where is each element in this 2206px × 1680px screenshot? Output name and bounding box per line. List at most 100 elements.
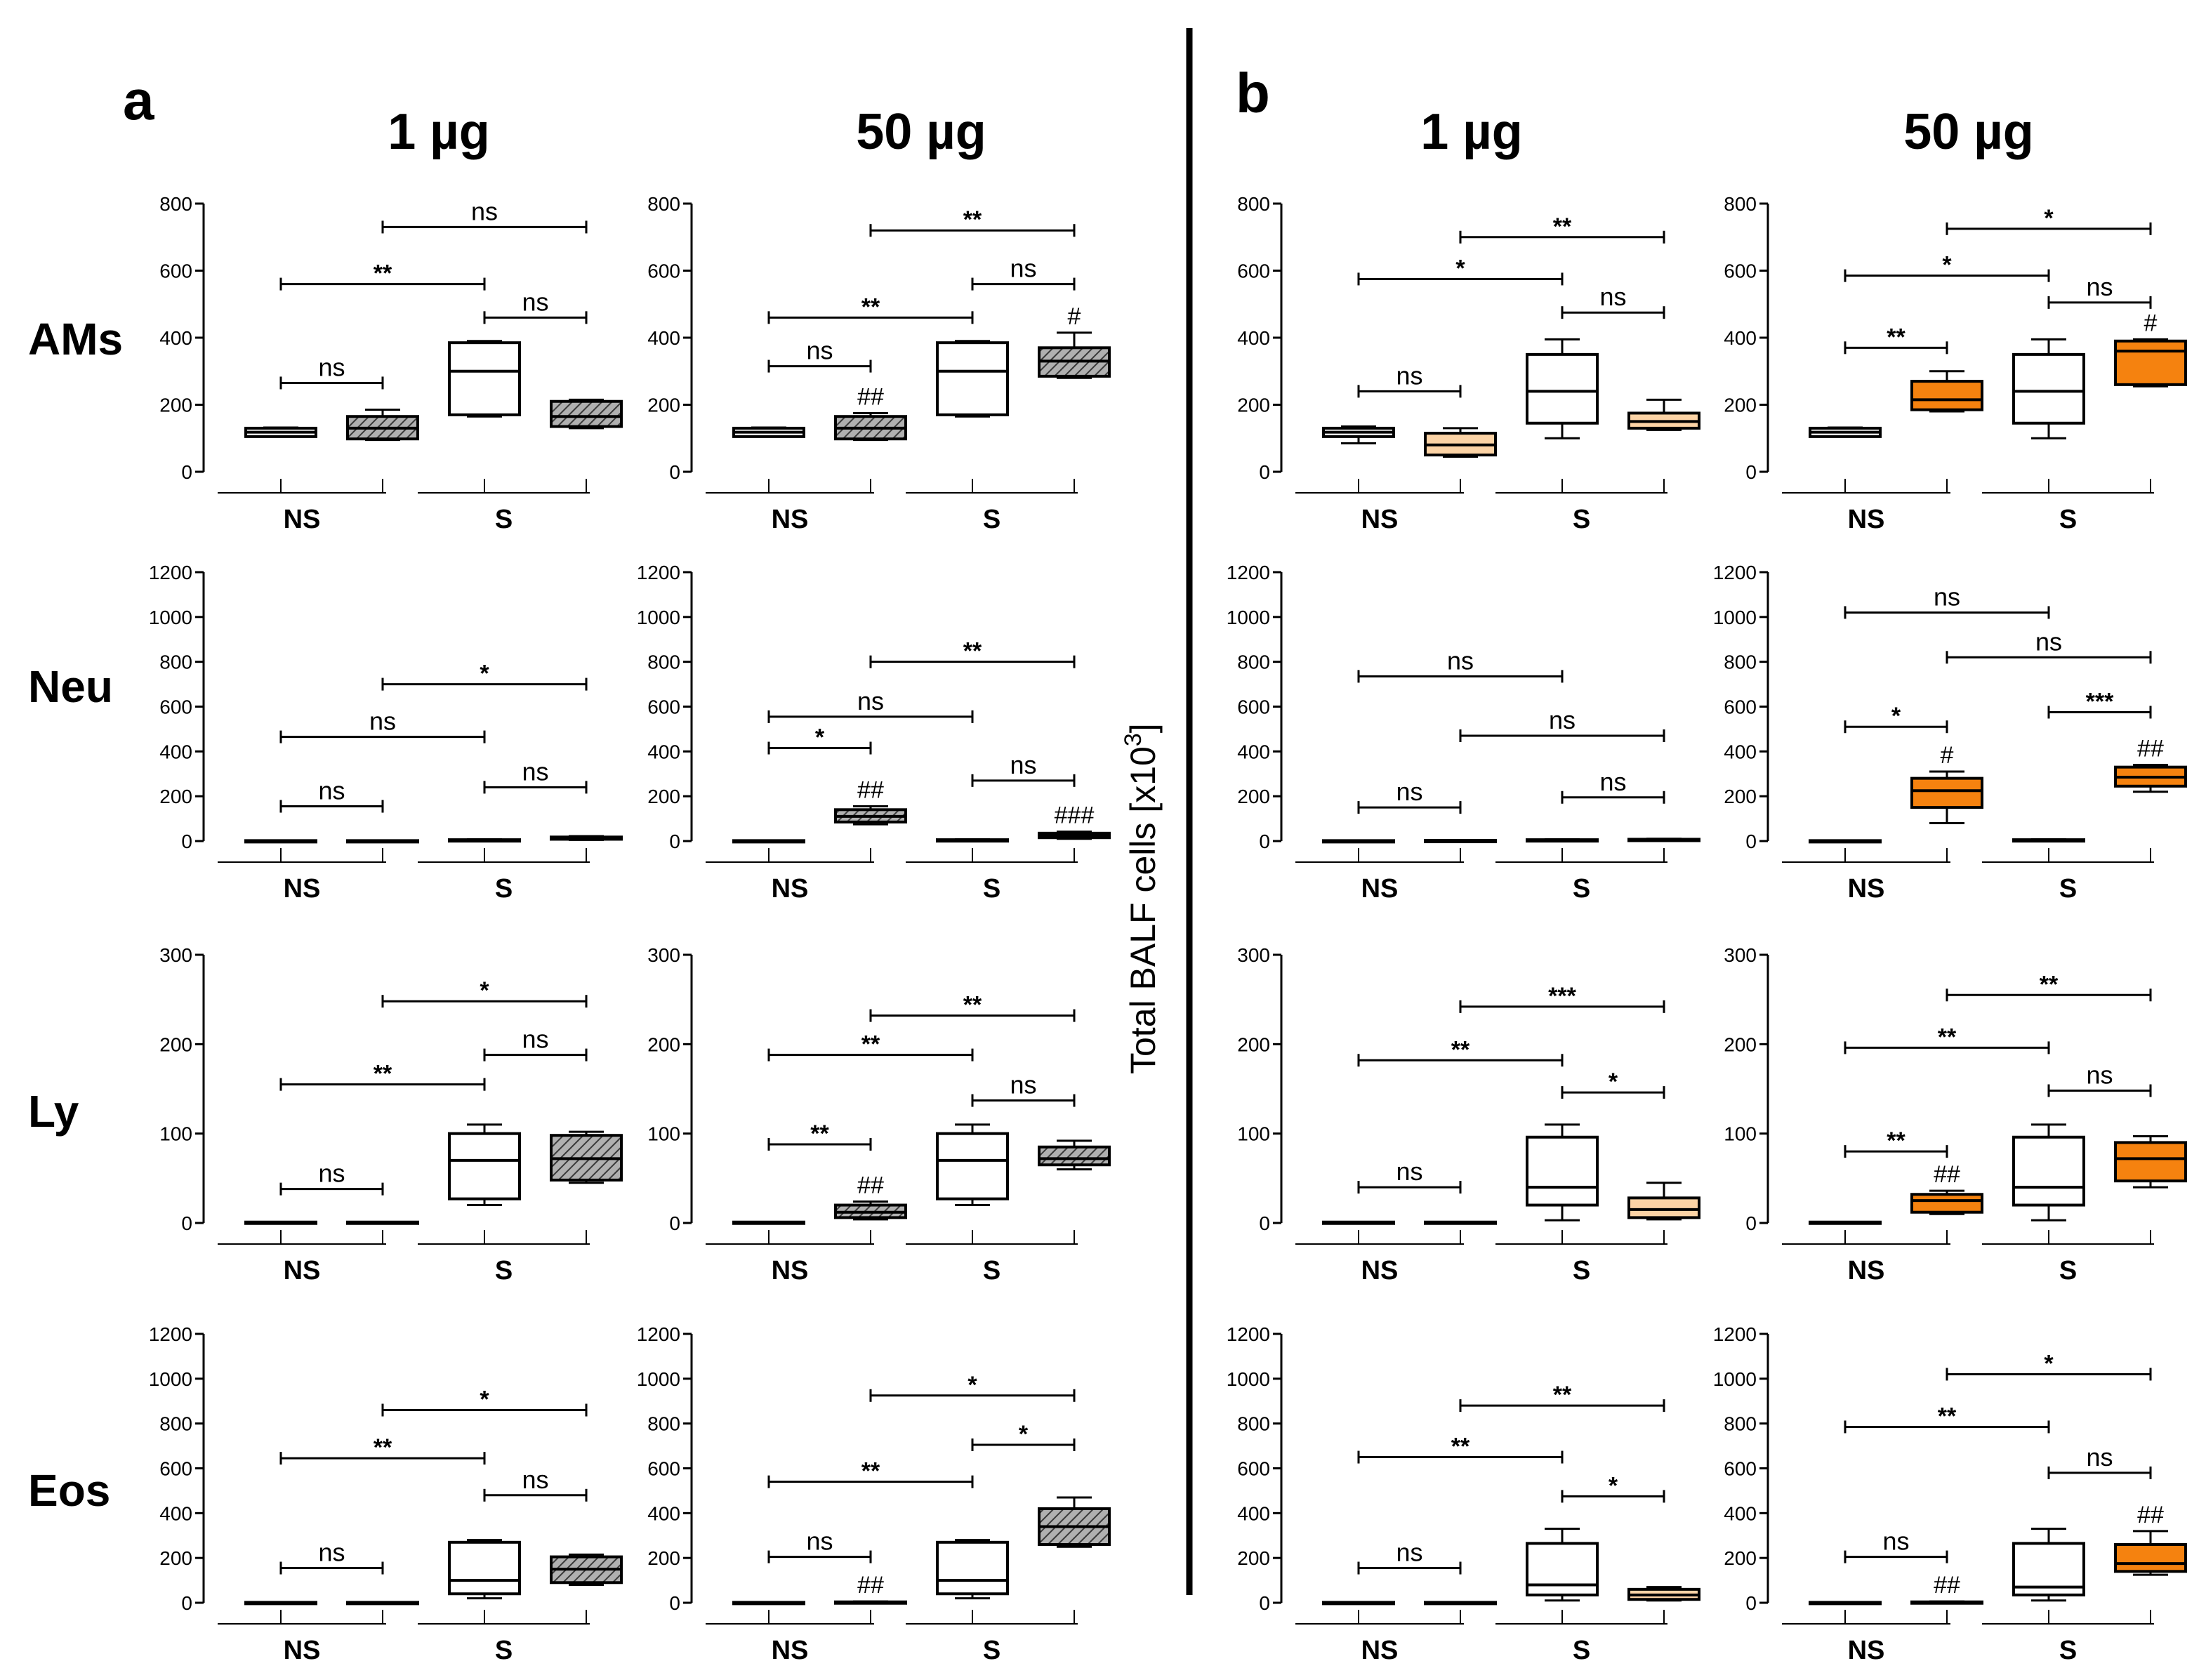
- y-tick-label: 800: [1237, 652, 1270, 673]
- comparison-label: ns: [1447, 646, 1474, 675]
- y-tick-label: 200: [647, 786, 680, 807]
- comparison-label: *: [480, 977, 489, 1004]
- y-tick-label: 1200: [149, 562, 192, 583]
- y-tick-label: 200: [159, 395, 192, 416]
- group-label-ns: NS: [1848, 1636, 1885, 1665]
- y-tick-label: 1200: [149, 1323, 192, 1345]
- box-3: [936, 1132, 1009, 1201]
- row-label-eos: Eos: [28, 1465, 110, 1516]
- y-tick-label: 1200: [1227, 1323, 1270, 1345]
- y-tick-label: 300: [159, 944, 192, 966]
- y-tick-label: 600: [159, 1458, 192, 1480]
- y-tick-label: 600: [647, 1458, 680, 1480]
- comparison-label: ns: [522, 1025, 548, 1054]
- box-3: [1526, 1542, 1599, 1596]
- comparison-label: ns: [1396, 1538, 1422, 1567]
- significance-marker: ##: [857, 1572, 884, 1599]
- y-tick-label: 0: [669, 1592, 680, 1614]
- y-tick-label: 200: [1724, 786, 1757, 807]
- y-tick-label: 300: [1237, 944, 1270, 966]
- dose-label-b-50ug: 50 µg: [1903, 104, 2034, 160]
- group-label-ns: NS: [1848, 874, 1885, 904]
- y-tick-label: 1000: [637, 607, 680, 628]
- comparison-label: ns: [471, 197, 498, 225]
- comparison-label: ns: [522, 1465, 548, 1494]
- y-tick-label: 600: [159, 696, 192, 718]
- y-tick-label: 400: [1237, 741, 1270, 762]
- comparison-label: *: [2044, 205, 2054, 232]
- y-tick-label: 200: [1237, 786, 1270, 807]
- y-tick-label: 400: [159, 327, 192, 349]
- group-label-ns: NS: [1848, 505, 1885, 534]
- comparison-label: *: [480, 1387, 489, 1413]
- y-tick-label: 1000: [149, 1368, 192, 1390]
- y-tick-label: 0: [1745, 1212, 1757, 1234]
- chart-b-50-g-ly: 0 100 200 300 NS S ## ** ** ns **: [1724, 944, 2187, 1285]
- comparison-label: ns: [1010, 254, 1036, 283]
- y-tick-label: 1200: [637, 562, 680, 583]
- y-tick-label: 800: [1724, 652, 1757, 673]
- comparison-label: ns: [318, 776, 345, 805]
- y-tick-label: 600: [647, 696, 680, 718]
- group-label-s: S: [1573, 505, 1590, 534]
- y-tick-label: 1000: [1713, 607, 1757, 628]
- comparison-label: ns: [1396, 1157, 1422, 1186]
- y-tick-label: 800: [647, 193, 680, 215]
- y-tick-label: 200: [647, 1547, 680, 1569]
- y-tick-label: 200: [159, 1547, 192, 1569]
- comparison-label: **: [861, 1031, 880, 1058]
- comparison-label: **: [2040, 971, 2059, 998]
- group-label-s: S: [983, 1256, 1000, 1285]
- box-2: [1910, 776, 1983, 809]
- y-tick-label: 400: [1724, 1502, 1757, 1524]
- y-tick-label: 800: [1724, 193, 1757, 215]
- y-tick-label: 800: [159, 652, 192, 673]
- y-tick-label: 200: [1724, 1547, 1757, 1569]
- group-label-s: S: [2059, 874, 2077, 904]
- comparison-label: **: [1553, 1382, 1572, 1408]
- comparison-label: ns: [1010, 1071, 1036, 1099]
- group-label-s: S: [2059, 505, 2077, 534]
- box-4: [2114, 339, 2187, 386]
- y-tick-label: 400: [647, 741, 680, 762]
- y-tick-label: 0: [181, 1592, 192, 1614]
- significance-marker: #: [1068, 303, 1081, 330]
- box-4: [1627, 1196, 1700, 1219]
- y-tick-label: 1000: [1227, 607, 1270, 628]
- comparison-label: **: [1451, 1434, 1470, 1460]
- group-label-ns: NS: [772, 505, 809, 534]
- y-tick-label: 200: [1237, 395, 1270, 416]
- y-tick-label: 400: [1237, 327, 1270, 349]
- comparison-label: **: [374, 1061, 392, 1087]
- group-label-s: S: [983, 505, 1000, 534]
- comparison-label: ns: [2086, 272, 2113, 301]
- comparison-label: ns: [318, 1538, 345, 1567]
- y-tick-label: 600: [1237, 260, 1270, 282]
- y-tick-label: 800: [159, 1413, 192, 1435]
- comparison-label: ns: [522, 757, 548, 786]
- box-3: [448, 1132, 521, 1201]
- comparison-label: ns: [1599, 767, 1626, 796]
- comparison-label: ***: [1548, 983, 1576, 1010]
- box-3: [936, 1540, 1009, 1596]
- comparison-label: ns: [806, 1527, 833, 1556]
- dose-label-a-50ug: 50 µg: [856, 104, 986, 160]
- significance-marker: #: [1941, 742, 1954, 769]
- group-label-s: S: [2059, 1636, 2077, 1665]
- comparison-label: **: [1887, 324, 1906, 350]
- panel-label-b: b: [1236, 62, 1270, 124]
- chart-a-1-g-neu: 0 200 400 600 800 1000 1200 NS S * ns ns ns: [149, 562, 623, 904]
- comparison-label: ***: [2086, 688, 2114, 715]
- y-tick-label: 800: [647, 1413, 680, 1435]
- y-tick-label: 200: [647, 395, 680, 416]
- group-label-s: S: [983, 1636, 1000, 1665]
- box-3: [448, 341, 521, 416]
- comparison-label: **: [1938, 1403, 1957, 1429]
- y-tick-label: 1000: [149, 607, 192, 628]
- comparison-label: **: [810, 1120, 829, 1147]
- y-tick-label: 1200: [637, 1323, 680, 1345]
- box-3: [2012, 352, 2085, 425]
- group-label-s: S: [1573, 874, 1590, 904]
